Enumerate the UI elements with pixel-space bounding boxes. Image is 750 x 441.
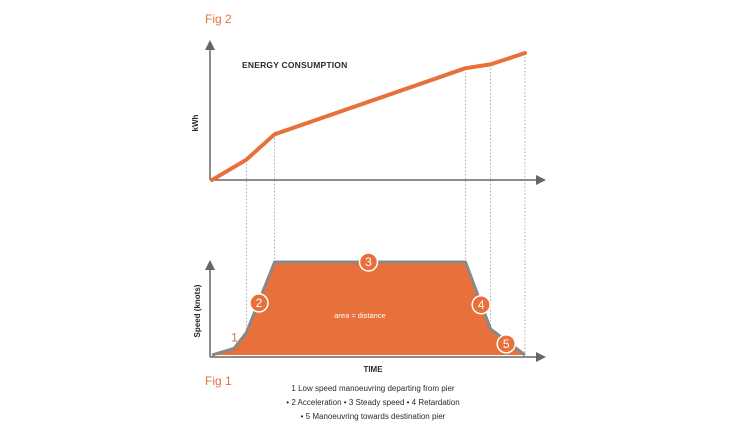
phase-marker-label: 2 bbox=[256, 296, 263, 310]
legend-line-2: • 2 Acceleration • 3 Steady speed • 4 Re… bbox=[286, 398, 459, 407]
energy-chart: kWh ENERGY CONSUMPTION bbox=[191, 40, 546, 355]
time-x-label: TIME bbox=[363, 365, 383, 374]
legend-line-1: 1 Low speed manoeuvring departing from p… bbox=[291, 384, 455, 393]
legend-line-3: • 5 Manoeuvring towards destination pier bbox=[301, 412, 446, 421]
speed-series-line bbox=[211, 260, 526, 357]
phase-marker-circle bbox=[249, 293, 269, 313]
speed-area bbox=[212, 262, 525, 355]
energy-x-arrow bbox=[536, 175, 546, 185]
energy-y-label: kWh bbox=[191, 114, 200, 131]
energy-series-line bbox=[210, 51, 527, 182]
energy-y-arrow bbox=[205, 40, 215, 50]
phase-marker-circle bbox=[496, 334, 516, 354]
phase-marker-label: 4 bbox=[478, 298, 485, 312]
phase-marker-circle bbox=[358, 252, 379, 272]
speed-x-arrow bbox=[536, 352, 546, 362]
phase-marker-circle bbox=[471, 295, 491, 315]
area-label: area = distance bbox=[334, 311, 386, 320]
speed-y-arrow bbox=[205, 260, 215, 270]
fig1-label: Fig 1 bbox=[205, 374, 232, 388]
phase-marker-label: 1 bbox=[231, 331, 238, 345]
phase-markers: 1 2 3 4 5 bbox=[231, 252, 516, 354]
fig2-label: Fig 2 bbox=[205, 12, 232, 26]
speed-y-label: Speed (knots) bbox=[193, 284, 202, 337]
phase-marker-label: 3 bbox=[365, 255, 372, 269]
phase-marker-label: 5 bbox=[503, 337, 510, 351]
speed-chart: Speed (knots) TIME area = distance 1 2 3 4 5 bbox=[193, 252, 546, 374]
energy-title: ENERGY CONSUMPTION bbox=[242, 60, 347, 70]
